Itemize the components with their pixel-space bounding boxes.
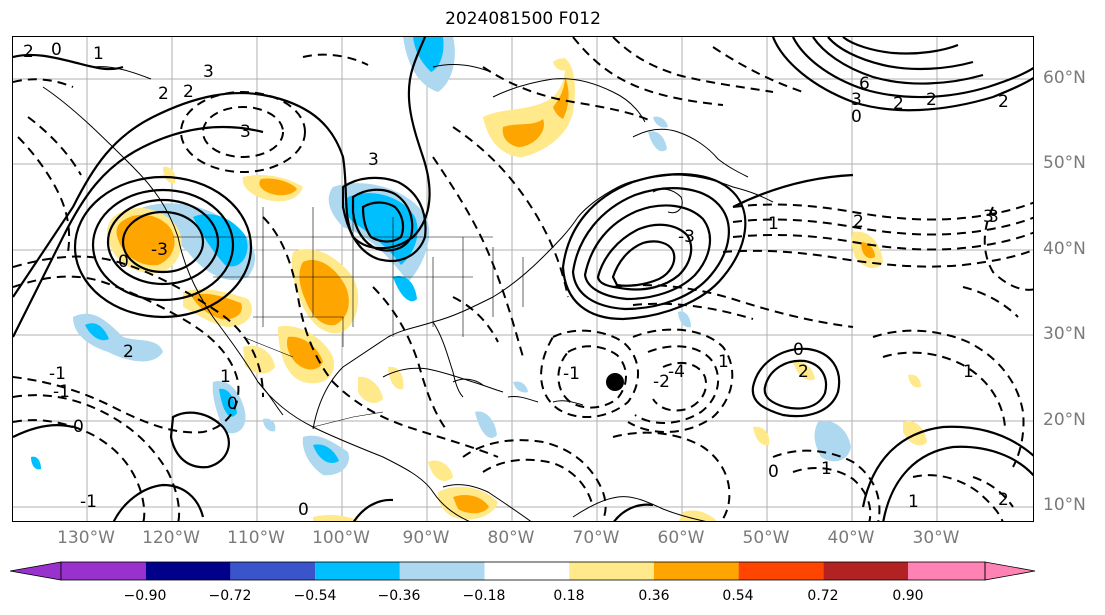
contour-label: 0 (298, 500, 309, 520)
colorbar-segment (569, 562, 654, 580)
contour-label: 3 (851, 90, 862, 110)
colorbar-tick-label: 0.54 (722, 588, 754, 604)
map-canvas: 2 0 1 2 2 3 3 3 -3 0 6 3 2 0 2 2 3 -3 1 … (13, 37, 1033, 521)
colorbar-segment (399, 562, 485, 580)
colorbar-tick-label: −0.90 (123, 588, 167, 604)
lon-label-100w: 100°W (312, 528, 370, 548)
contour-label: 6 (859, 74, 870, 94)
storm-center-marker (606, 373, 624, 391)
contour-label: 0 (73, 417, 84, 437)
contour-label: -1 (53, 382, 70, 402)
lat-label-50n: 50°N (1043, 153, 1086, 173)
contour-label: 3 (368, 150, 379, 170)
contour-label: 2 (123, 342, 134, 362)
contour-label: 0 (851, 107, 862, 127)
figure-title: 2024081500 F012 (445, 9, 601, 29)
colorbar-tick-label: −0.54 (293, 588, 337, 604)
colorbar-segment (145, 562, 231, 580)
contour-label: 3 (983, 207, 994, 227)
contour-label: 1 (768, 214, 779, 234)
colorbar (10, 561, 1036, 581)
contour-label: 2 (926, 90, 937, 110)
lon-label-110w: 110°W (227, 528, 285, 548)
lon-label-50w: 50°W (742, 528, 790, 548)
contour-label: 0 (793, 340, 804, 360)
colorbar-tick-label: −0.72 (208, 588, 252, 604)
contour-label: 2 (183, 82, 194, 102)
contour-label: 0 (118, 252, 129, 272)
colorbar-segment (653, 562, 739, 580)
contour-label: 0 (768, 462, 779, 482)
lat-label-20n: 20°N (1043, 410, 1086, 430)
colorbar-tick-label: −0.36 (377, 588, 421, 604)
contour-label: 2 (893, 94, 904, 114)
lat-label-40n: 40°N (1043, 239, 1086, 259)
colorbar-tick-label: 0.90 (892, 588, 924, 604)
contour-label: 2 (158, 84, 169, 104)
colorbar-tick-label: 0.18 (553, 588, 585, 604)
colorbar-segment (823, 562, 908, 580)
political-borders (173, 207, 524, 428)
contour-label: 2 (798, 362, 809, 382)
colorbar-segment (908, 562, 985, 580)
lon-label-60w: 60°W (657, 528, 705, 548)
lon-label-130w: 130°W (57, 528, 115, 548)
positive-anomaly-shading (107, 57, 927, 521)
coastlines (42, 64, 774, 521)
colorbar-segment (61, 562, 146, 580)
lon-label-40w: 40°W (827, 528, 875, 548)
contour-label: -3 (678, 227, 695, 247)
colorbar-tick-label: 0.36 (638, 588, 670, 604)
colorbar-extend-low (10, 561, 62, 581)
colorbar-segment (738, 562, 824, 580)
contour-label: 1 (718, 352, 729, 372)
colorbar-segment (315, 562, 400, 580)
colorbar-extend-high (984, 561, 1036, 581)
contour-label: 3 (988, 207, 999, 227)
contour-label: 0 (227, 394, 238, 414)
colorbar-segment (230, 562, 316, 580)
contour-label: 2 (998, 92, 1009, 112)
contour-label: -1 (49, 364, 66, 384)
colorbar-tick-label: −0.18 (462, 588, 506, 604)
contour-label: 0 (51, 40, 62, 60)
contour-label: 2 (853, 212, 864, 232)
lat-label-60n: 60°N (1043, 68, 1086, 88)
lat-label-30n: 30°N (1043, 324, 1086, 344)
contour-label: 1 (963, 362, 974, 382)
colorbar-segment (484, 562, 570, 580)
contour-label: 1 (908, 492, 919, 512)
lat-label-10n: 10°N (1043, 495, 1086, 515)
contour-label: 1 (220, 367, 231, 387)
lon-label-90w: 90°W (402, 528, 450, 548)
contour-label: -1 (80, 492, 97, 512)
negative-contours (13, 37, 1033, 521)
lon-label-120w: 120°W (142, 528, 200, 548)
contour-label: -4 (668, 362, 685, 382)
contour-label: -3 (151, 240, 168, 260)
contour-label: 1 (821, 459, 832, 479)
lon-label-70w: 70°W (572, 528, 620, 548)
contour-label: 2 (23, 42, 34, 62)
contour-label: -2 (653, 372, 670, 392)
lon-label-30w: 30°W (912, 528, 960, 548)
map-panel: 2 0 1 2 2 3 3 3 -3 0 6 3 2 0 2 2 3 -3 1 … (12, 36, 1034, 522)
contour-label: 3 (203, 62, 214, 82)
colorbar-tick-label: 0.72 (807, 588, 839, 604)
contour-label: 2 (998, 490, 1009, 510)
contour-label: 1 (93, 44, 104, 64)
contour-label: -1 (563, 364, 580, 384)
lon-label-80w: 80°W (487, 528, 535, 548)
positive-contours (13, 37, 1033, 521)
contour-labels: 2 0 1 2 2 3 3 3 -3 0 6 3 2 0 2 2 3 -3 1 … (23, 40, 1009, 520)
contour-label: 3 (240, 122, 251, 142)
